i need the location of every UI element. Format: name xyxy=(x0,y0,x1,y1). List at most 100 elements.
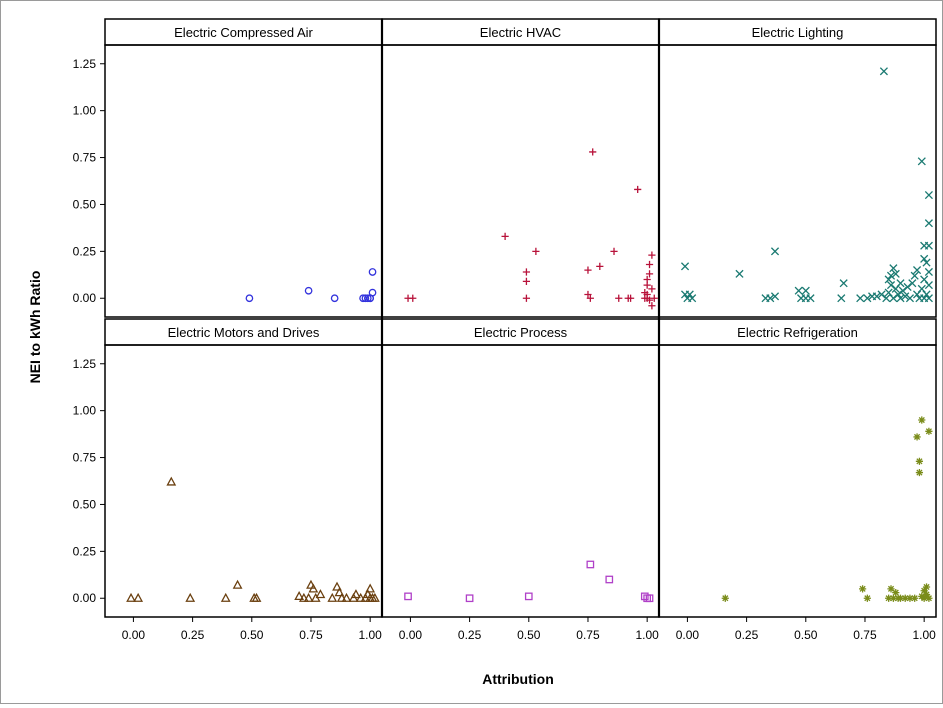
data-point-24 xyxy=(648,251,656,259)
panel-plot-area-1 xyxy=(104,44,383,318)
data-point-16 xyxy=(626,294,635,302)
data-point-25 xyxy=(648,285,656,293)
data-point-1 xyxy=(126,592,136,602)
x-tick-label: 0.00 xyxy=(399,628,423,642)
y-tick-label: 0.25 xyxy=(73,244,97,258)
x-tick-label: 1.00 xyxy=(358,628,382,642)
y-tick-label: 0.75 xyxy=(73,151,97,165)
data-point-12 xyxy=(911,594,919,602)
panel-points-5 xyxy=(404,560,654,603)
y-axis-title: NEI to kWh Ratio xyxy=(27,271,43,384)
data-point-11 xyxy=(589,148,597,156)
data-point-6 xyxy=(522,294,531,302)
data-point-10 xyxy=(770,292,780,301)
data-point-4 xyxy=(586,560,595,569)
data-point-15 xyxy=(915,468,924,477)
data-point-2 xyxy=(465,594,474,603)
data-point-41 xyxy=(917,157,926,166)
data-point-2 xyxy=(304,286,313,295)
data-point-3 xyxy=(524,592,533,601)
panel-plot-area-2 xyxy=(381,44,660,318)
data-point-5 xyxy=(361,294,370,303)
data-point-4 xyxy=(359,294,367,303)
data-point-21 xyxy=(925,594,933,602)
data-point-6 xyxy=(640,592,649,601)
x-tick-label: 0.50 xyxy=(517,628,541,642)
data-point-10 xyxy=(298,592,309,602)
data-point-1 xyxy=(680,262,690,271)
data-point-7 xyxy=(643,594,652,603)
panel-grid xyxy=(104,19,937,618)
data-point-1 xyxy=(245,294,254,303)
data-point-8 xyxy=(645,594,654,603)
x-axis-title: Attribution xyxy=(482,671,554,687)
x-tick-label: 1.00 xyxy=(635,628,659,642)
data-point-2 xyxy=(409,294,417,302)
data-point-23 xyxy=(645,260,654,269)
data-point-20 xyxy=(341,592,352,602)
data-point-29 xyxy=(370,592,380,602)
data-point-16 xyxy=(918,416,926,424)
data-point-19 xyxy=(922,583,931,591)
data-point-4 xyxy=(885,594,893,602)
data-point-54 xyxy=(891,269,900,278)
data-point-18 xyxy=(334,587,345,597)
data-markers xyxy=(126,67,933,603)
data-point-16 xyxy=(837,294,846,303)
panel-title-5: Electric Process xyxy=(474,325,568,340)
data-point-26 xyxy=(365,583,376,593)
panel-title-3: Electric Lighting xyxy=(752,25,844,40)
y-tick-label: 0.50 xyxy=(73,197,97,211)
axis-ticks: 0.00 0.25 0.50 0.75 1.00 1.25 0.00 0.25 0.50 0.75… xyxy=(73,57,937,642)
data-point-55 xyxy=(903,282,912,292)
y-tick-label: 1.00 xyxy=(73,404,97,418)
data-point-7 xyxy=(532,247,540,255)
y-tick-label: 1.25 xyxy=(73,57,97,71)
panel-plot-area-5 xyxy=(381,344,660,618)
panel-plot-area-3 xyxy=(658,44,937,318)
data-point-5 xyxy=(522,277,531,285)
data-point-10 xyxy=(366,294,375,303)
data-point-22 xyxy=(645,270,654,278)
x-tick-label: 0.75 xyxy=(576,628,600,642)
data-point-23 xyxy=(355,592,366,602)
data-point-2 xyxy=(133,592,144,602)
data-point-28 xyxy=(889,264,898,273)
data-point-28 xyxy=(645,296,654,304)
data-point-6 xyxy=(232,579,243,589)
data-point-35 xyxy=(905,294,915,303)
data-point-18 xyxy=(856,294,865,303)
data-point-58 xyxy=(896,279,905,288)
x-tick-label: 1.00 xyxy=(912,628,936,642)
data-point-13 xyxy=(913,433,921,441)
data-point-15 xyxy=(806,294,815,303)
data-point-18 xyxy=(920,587,928,595)
panel-strip-2 xyxy=(381,18,660,46)
data-point-19 xyxy=(863,294,872,303)
data-point-6 xyxy=(889,594,897,602)
data-point-34 xyxy=(901,292,910,301)
data-point-6 xyxy=(735,269,744,278)
data-point-3 xyxy=(501,232,509,240)
data-point-24 xyxy=(882,294,891,303)
x-tick-label: 0.50 xyxy=(794,628,818,642)
data-point-5 xyxy=(887,585,895,593)
data-point-9 xyxy=(368,268,377,276)
y-tick-label: 1.25 xyxy=(73,357,97,371)
panel-title-4: Electric Motors and Drives xyxy=(168,325,320,340)
data-point-8 xyxy=(766,294,775,303)
x-tick-label: 0.25 xyxy=(181,628,205,642)
data-point-4 xyxy=(522,268,531,276)
data-point-20 xyxy=(925,427,933,435)
data-point-57 xyxy=(884,275,893,284)
panel-points-2 xyxy=(404,148,658,310)
data-point-17 xyxy=(839,279,848,288)
data-point-13 xyxy=(308,583,319,593)
panel-strip-headers: Electric Compressed Air Electric HVAC Elec… xyxy=(104,18,937,346)
data-point-1 xyxy=(721,594,729,602)
data-point-29 xyxy=(641,289,649,297)
data-point-5 xyxy=(688,294,697,303)
data-point-30 xyxy=(643,275,651,284)
data-point-46 xyxy=(922,258,931,267)
panel-strip-1 xyxy=(104,18,383,46)
